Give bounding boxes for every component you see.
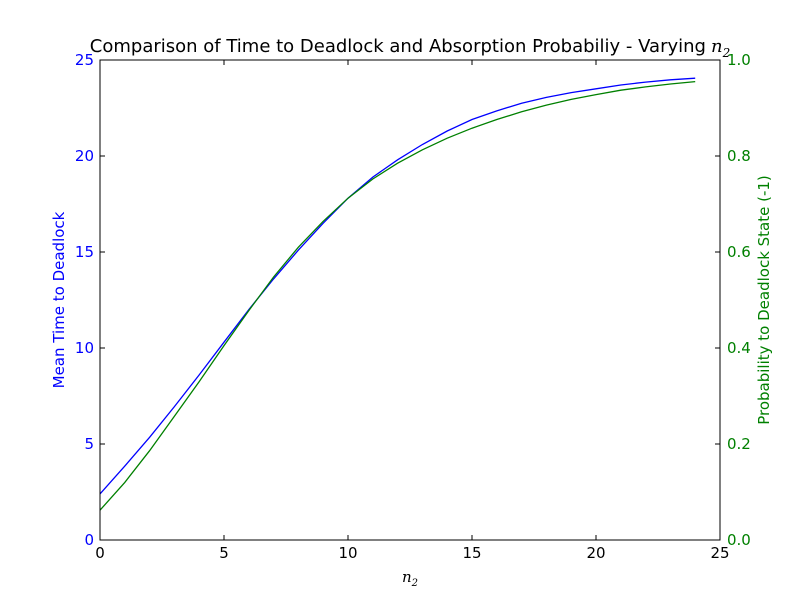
y-right-tick-label: 0.6 bbox=[727, 243, 751, 261]
chart-title: Comparison of Time to Deadlock and Absor… bbox=[90, 36, 730, 60]
x-tick-label: 20 bbox=[586, 544, 605, 562]
series-line-mean-time bbox=[99, 77, 696, 495]
plot-frame bbox=[99, 59, 721, 541]
y-left-tick-label: 10 bbox=[75, 339, 94, 357]
y-axis-right-label: Probability to Deadlock State (-1) bbox=[755, 175, 773, 425]
series-line-probability bbox=[99, 80, 696, 511]
y-right-tick-label: 0.8 bbox=[727, 147, 751, 165]
y-right-tick-label: 0.0 bbox=[727, 531, 751, 549]
y-right-tick-label: 0.4 bbox=[727, 339, 751, 357]
x-tick-label: 5 bbox=[219, 544, 229, 562]
y-left-tick-label: 0 bbox=[84, 531, 94, 549]
y-right-tick-label: 0.2 bbox=[727, 435, 751, 453]
y-left-tick-label: 5 bbox=[84, 435, 94, 453]
x-axis-label: n2 bbox=[402, 568, 418, 589]
x-tick-label: 25 bbox=[710, 544, 729, 562]
x-tick-label: 15 bbox=[462, 544, 481, 562]
y-left-tick-label: 15 bbox=[75, 243, 94, 261]
x-tick-label: 0 bbox=[95, 544, 105, 562]
y-left-tick-label: 20 bbox=[75, 147, 94, 165]
x-tick-label: 10 bbox=[338, 544, 357, 562]
y-axis-left-label: Mean Time to Deadlock bbox=[50, 211, 68, 388]
y-left-tick-label: 25 bbox=[75, 51, 94, 69]
y-right-tick-label: 1.0 bbox=[727, 51, 751, 69]
